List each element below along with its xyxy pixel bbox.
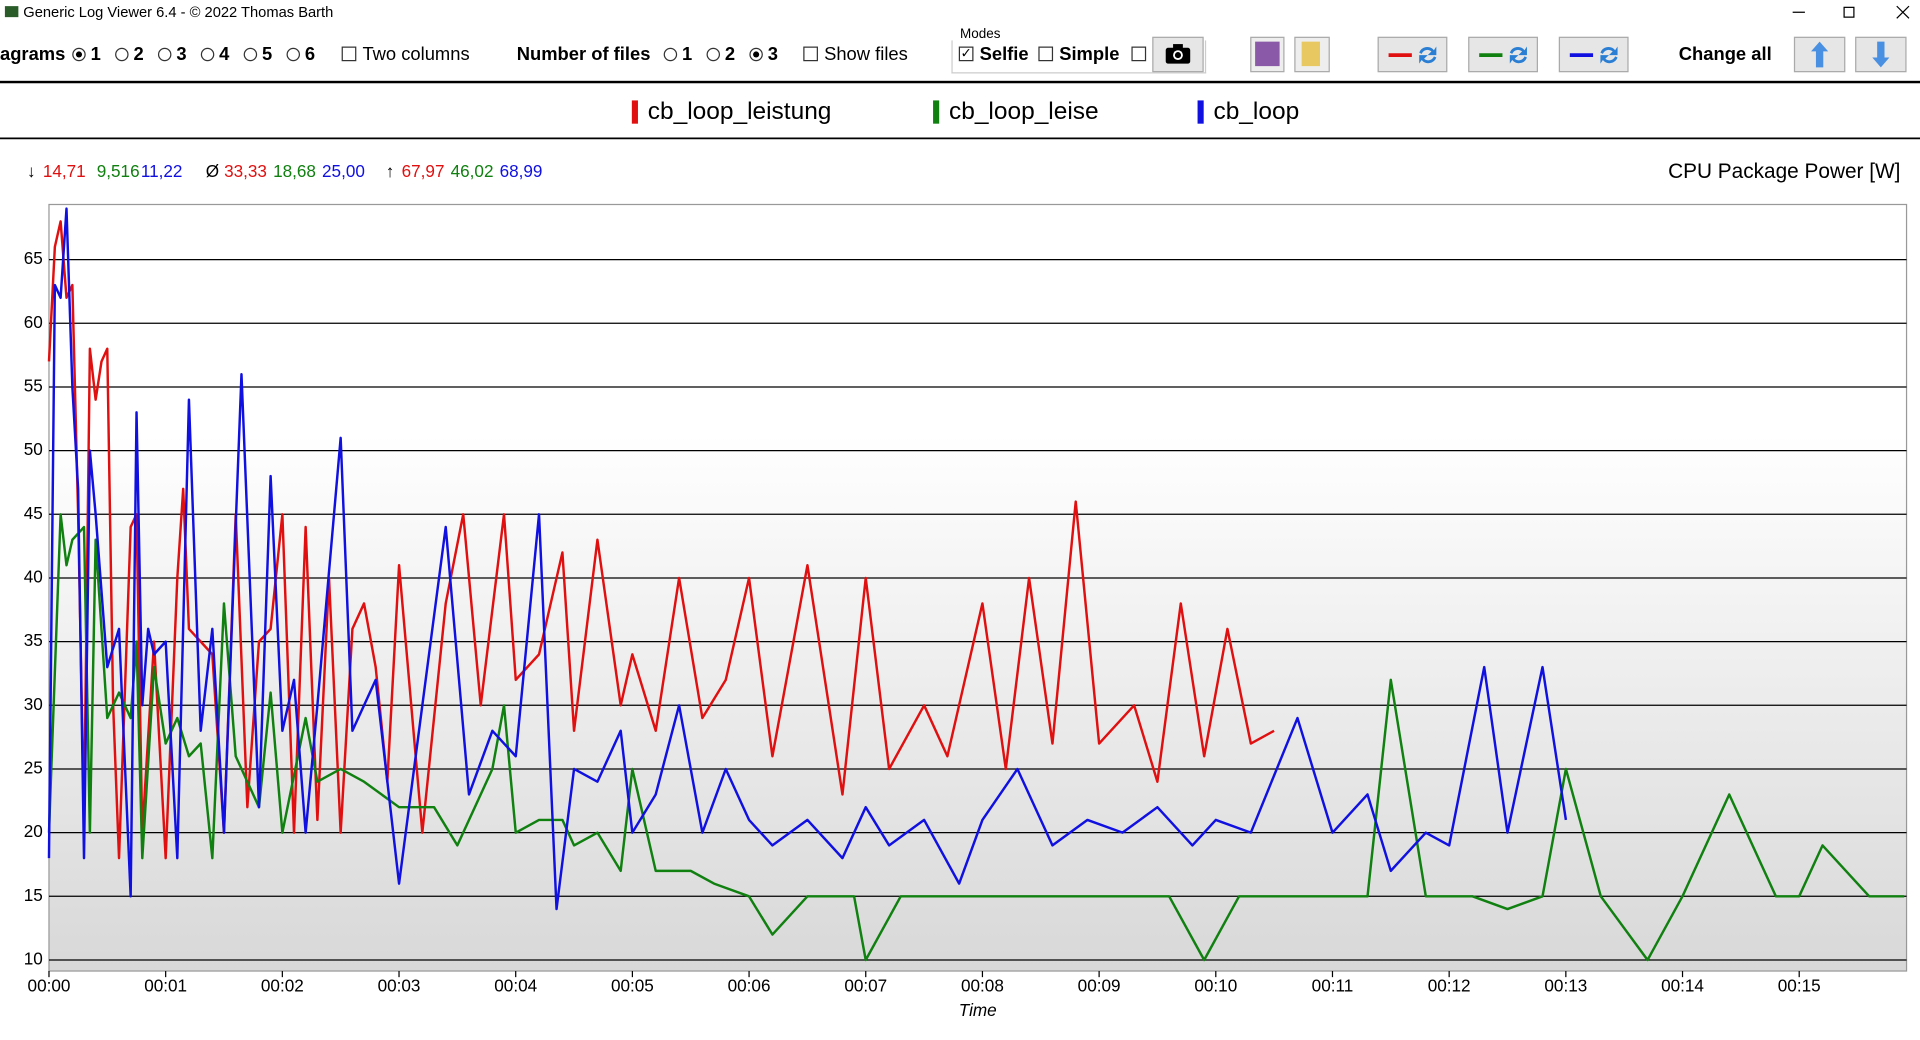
radio-label: 1 [90, 44, 101, 65]
legend-swatch [631, 100, 638, 124]
show-files-label: Show files [824, 44, 908, 65]
two-columns-label: Two columns [362, 44, 470, 65]
radio-button[interactable] [200, 47, 215, 62]
x-axis-label: Time [959, 1000, 997, 1020]
x-tick-label: 00:08 [961, 975, 1004, 995]
radio-button[interactable] [663, 47, 678, 62]
simple-checkbox[interactable] [1038, 46, 1054, 62]
series-line [47, 513, 1905, 962]
series-button[interactable] [1558, 36, 1629, 73]
two-columns-checkbox[interactable] [341, 46, 357, 62]
radio-label: 6 [304, 44, 316, 65]
x-tick-label: 00:09 [1078, 975, 1121, 995]
stat-value: 9,516 [97, 161, 140, 181]
radio-label: 4 [219, 44, 230, 65]
radio-label: 1 [682, 44, 693, 65]
app-icon [4, 6, 19, 18]
x-tick-label: 00:02 [261, 975, 304, 995]
stat-value: 18,68 [273, 161, 316, 181]
x-tick-label: 00:07 [844, 975, 887, 995]
up-button[interactable] [1793, 36, 1846, 73]
title-bar: Generic Log Viewer 6.4 - © 2022 Thomas B… [0, 0, 1920, 26]
x-tick-label: 00:11 [1312, 975, 1354, 995]
y-tick-label: 55 [24, 375, 43, 395]
y-tick-label: 60 [24, 312, 43, 332]
y-tick-label: 40 [24, 566, 43, 586]
x-tick-label: 00:13 [1544, 975, 1587, 995]
x-tick-label: 00:04 [494, 975, 537, 995]
y-tick-label: 15 [24, 885, 43, 905]
toolbar-border [0, 80, 1920, 84]
selfie-label: Selfie [979, 44, 1029, 65]
modes-label: Modes [960, 26, 1001, 42]
series-line [47, 207, 1568, 911]
radio-label: 2 [133, 44, 144, 65]
y-tick-label: 45 [24, 503, 43, 523]
legend-swatch [1197, 100, 1204, 124]
stat-symbol: ↑ [386, 161, 395, 181]
x-tick-label: 00:15 [1778, 975, 1821, 995]
extra-checkbox[interactable] [1131, 46, 1147, 62]
stat-value: 33,33 [224, 161, 267, 181]
change-all-label: Change all [1678, 44, 1772, 65]
stat-symbol: ↓ [27, 161, 36, 181]
legend-label: cb_loop_leistung [648, 98, 832, 125]
radio-button[interactable] [115, 47, 129, 62]
legend-label: cb_loop [1213, 98, 1299, 125]
down-button[interactable] [1855, 36, 1907, 73]
modes-box [951, 40, 1207, 74]
x-tick-label: 00:10 [1194, 975, 1237, 995]
series-button[interactable] [1377, 36, 1448, 73]
x-tick-label: 00:12 [1428, 975, 1471, 995]
radio-label: 5 [262, 44, 273, 65]
radio-button[interactable] [706, 47, 721, 62]
y-tick-label: 20 [24, 821, 43, 841]
radio-button[interactable] [749, 47, 763, 62]
simple-label: Simple [1059, 44, 1120, 65]
open-button[interactable] [1294, 36, 1330, 73]
y-tick-label: 50 [24, 439, 43, 459]
legend-swatch [933, 100, 940, 124]
x-tick-label: 00:00 [28, 975, 71, 995]
radio-button[interactable] [157, 47, 172, 62]
x-tick-label: 00:01 [144, 975, 187, 995]
x-tick-label: 00:14 [1661, 975, 1704, 995]
y-axis-label: CPU Package Power [W] [1668, 160, 1900, 183]
y-tick-label: 65 [24, 248, 43, 268]
radio-button[interactable] [286, 47, 301, 62]
x-tick-label: 00:05 [611, 975, 654, 995]
y-tick-label: 35 [24, 630, 43, 650]
radio-button[interactable] [243, 47, 258, 62]
stat-value: 11,22 [141, 161, 183, 181]
series-button[interactable] [1468, 36, 1538, 73]
radio-button[interactable] [72, 47, 86, 62]
x-tick-label: 00:03 [378, 975, 421, 995]
legend-label: cb_loop_leise [949, 98, 1099, 125]
stat-value: 46,02 [451, 161, 494, 181]
window-controls[interactable] [1776, 0, 1920, 26]
stat-value: 14,71 [43, 161, 86, 181]
save-button[interactable] [1250, 36, 1285, 73]
stat-symbol: Ø [206, 161, 219, 181]
radio-label: 2 [724, 44, 736, 65]
files-label: Number of files [516, 44, 651, 65]
camera-button[interactable] [1152, 36, 1204, 73]
y-tick-label: 30 [24, 694, 43, 714]
plot-area [48, 203, 1908, 972]
series-line [47, 220, 1275, 860]
window-title: Generic Log Viewer 6.4 - © 2022 Thomas B… [23, 3, 334, 21]
y-tick-label: 25 [24, 757, 43, 777]
radio-label: 3 [176, 44, 187, 65]
stat-value: 67,97 [402, 161, 445, 181]
x-tick-label: 00:06 [728, 975, 771, 995]
show-files-checkbox[interactable] [803, 46, 818, 62]
radio-label: 3 [767, 44, 778, 65]
diagrams-label: agrams [0, 44, 66, 65]
selfie-checkbox[interactable]: ✓ [958, 46, 974, 62]
stat-value: 25,00 [322, 161, 365, 181]
stat-value: 68,99 [500, 161, 543, 181]
y-tick-label: 10 [24, 948, 43, 968]
